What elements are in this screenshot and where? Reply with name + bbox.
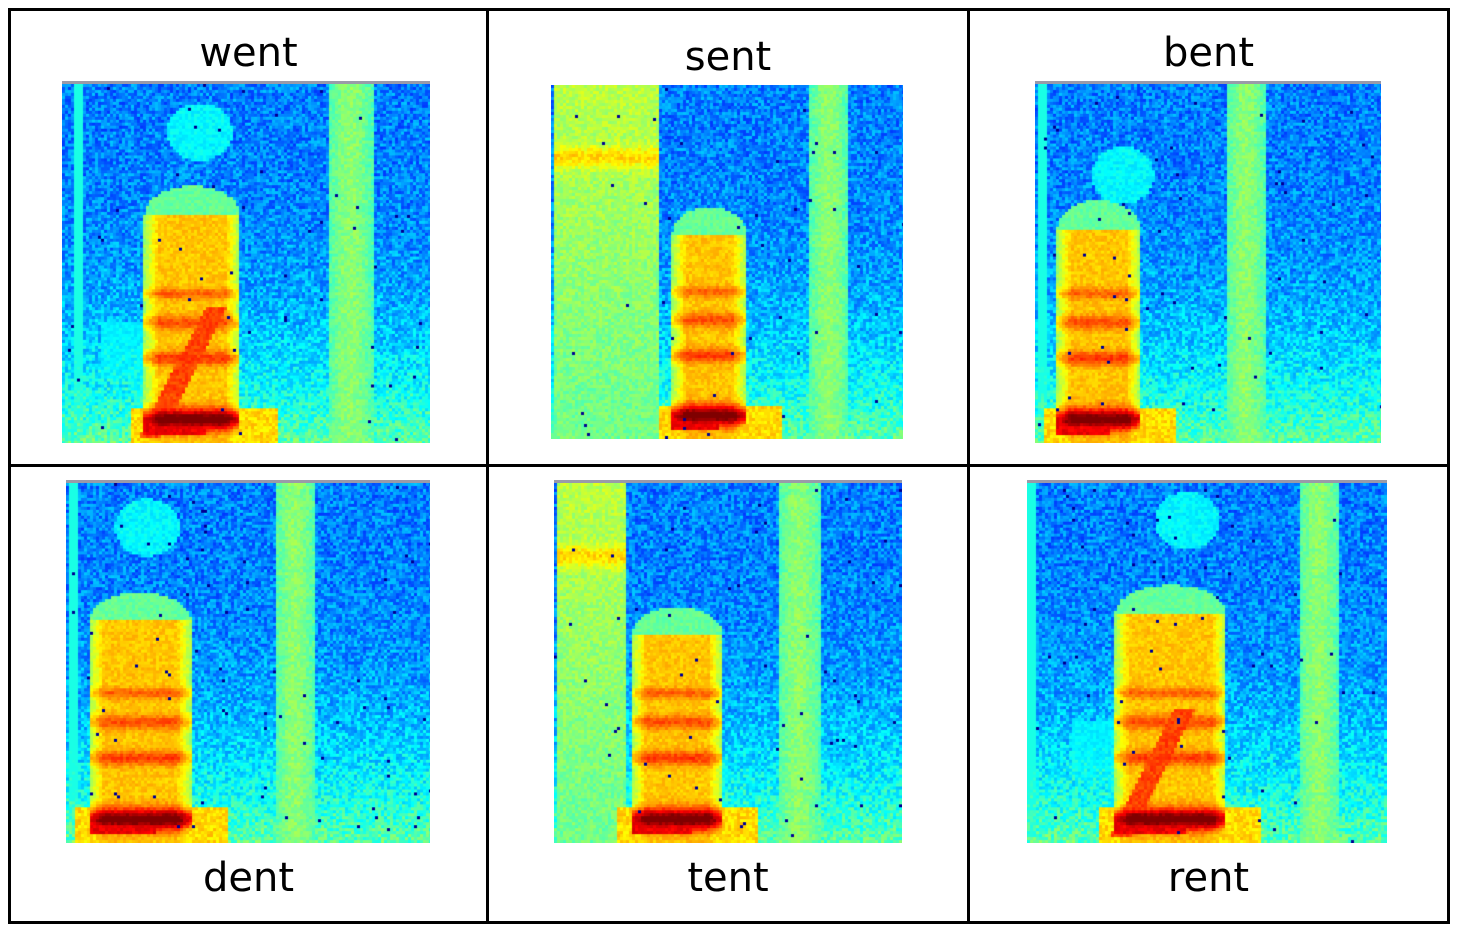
- cell-rent: rent: [970, 467, 1447, 921]
- word-label: tent: [687, 855, 769, 901]
- spectrogram-image: [1035, 81, 1381, 443]
- cell-dent: dent: [11, 467, 486, 921]
- spectrogram-image: [1027, 480, 1387, 843]
- spectrogram-grid: went sent bent dent tent rent: [8, 8, 1450, 924]
- spectrogram-image: [554, 480, 902, 843]
- cell-bent: bent: [970, 11, 1447, 464]
- word-label: rent: [1167, 855, 1250, 901]
- word-label: bent: [1162, 30, 1255, 76]
- cell-went: went: [11, 11, 486, 464]
- cell-sent: sent: [489, 11, 967, 464]
- grid-divider-horizontal: [11, 464, 1447, 467]
- word-label: dent: [202, 855, 295, 901]
- word-label: sent: [684, 34, 772, 80]
- spectrogram-image: [62, 81, 430, 443]
- cell-tent: tent: [489, 467, 967, 921]
- word-label: went: [199, 30, 298, 76]
- spectrogram-image: [551, 85, 903, 439]
- spectrogram-image: [66, 480, 430, 843]
